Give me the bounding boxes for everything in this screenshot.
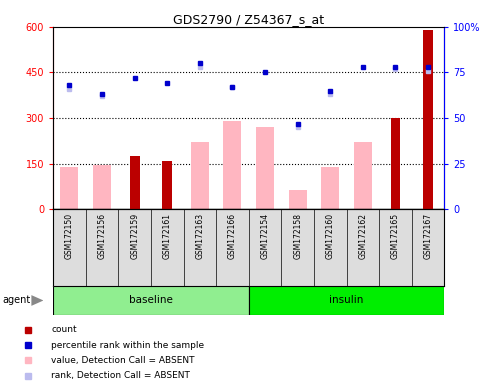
Bar [191,142,209,209]
Text: GSM172161: GSM172161 [163,213,172,259]
Text: GSM172150: GSM172150 [65,213,74,259]
Text: GSM172158: GSM172158 [293,213,302,259]
Bar [224,121,242,209]
Polygon shape [31,295,43,306]
Title: GDS2790 / Z54367_s_at: GDS2790 / Z54367_s_at [173,13,324,26]
Text: GSM172159: GSM172159 [130,213,139,259]
Text: GSM172167: GSM172167 [424,213,433,259]
Bar [162,161,172,209]
Text: value, Detection Call = ABSENT: value, Detection Call = ABSENT [51,356,195,365]
FancyBboxPatch shape [53,286,249,315]
Bar [60,167,78,209]
Bar [321,167,339,209]
Bar [423,30,433,209]
Bar [391,118,400,209]
Text: GSM172163: GSM172163 [195,213,204,259]
Bar [256,127,274,209]
Text: GSM172156: GSM172156 [98,213,107,259]
Bar [130,156,140,209]
Bar [354,142,372,209]
Text: agent: agent [2,295,30,306]
Bar [289,190,307,209]
Text: GSM172154: GSM172154 [260,213,270,259]
Text: baseline: baseline [129,295,173,306]
FancyBboxPatch shape [249,286,444,315]
Text: count: count [51,325,77,334]
Text: GSM172166: GSM172166 [228,213,237,259]
Text: GSM172165: GSM172165 [391,213,400,259]
Text: percentile rank within the sample: percentile rank within the sample [51,341,204,350]
Text: insulin: insulin [329,295,364,306]
Bar [93,165,111,209]
Text: GSM172162: GSM172162 [358,213,368,259]
Text: rank, Detection Call = ABSENT: rank, Detection Call = ABSENT [51,371,190,381]
Text: GSM172160: GSM172160 [326,213,335,259]
